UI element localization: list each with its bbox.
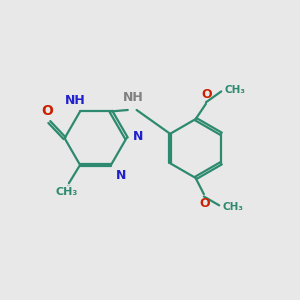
Text: NH: NH: [123, 91, 143, 104]
Text: CH₃: CH₃: [56, 187, 78, 197]
Text: CH₃: CH₃: [223, 202, 244, 212]
Text: CH₃: CH₃: [225, 85, 246, 95]
Text: O: O: [41, 104, 53, 118]
Text: N: N: [133, 130, 143, 143]
Text: methyl: methyl: [67, 185, 71, 186]
Text: O: O: [200, 197, 210, 210]
Text: NH: NH: [64, 94, 85, 107]
Text: O: O: [202, 88, 212, 101]
Text: N: N: [116, 169, 127, 182]
